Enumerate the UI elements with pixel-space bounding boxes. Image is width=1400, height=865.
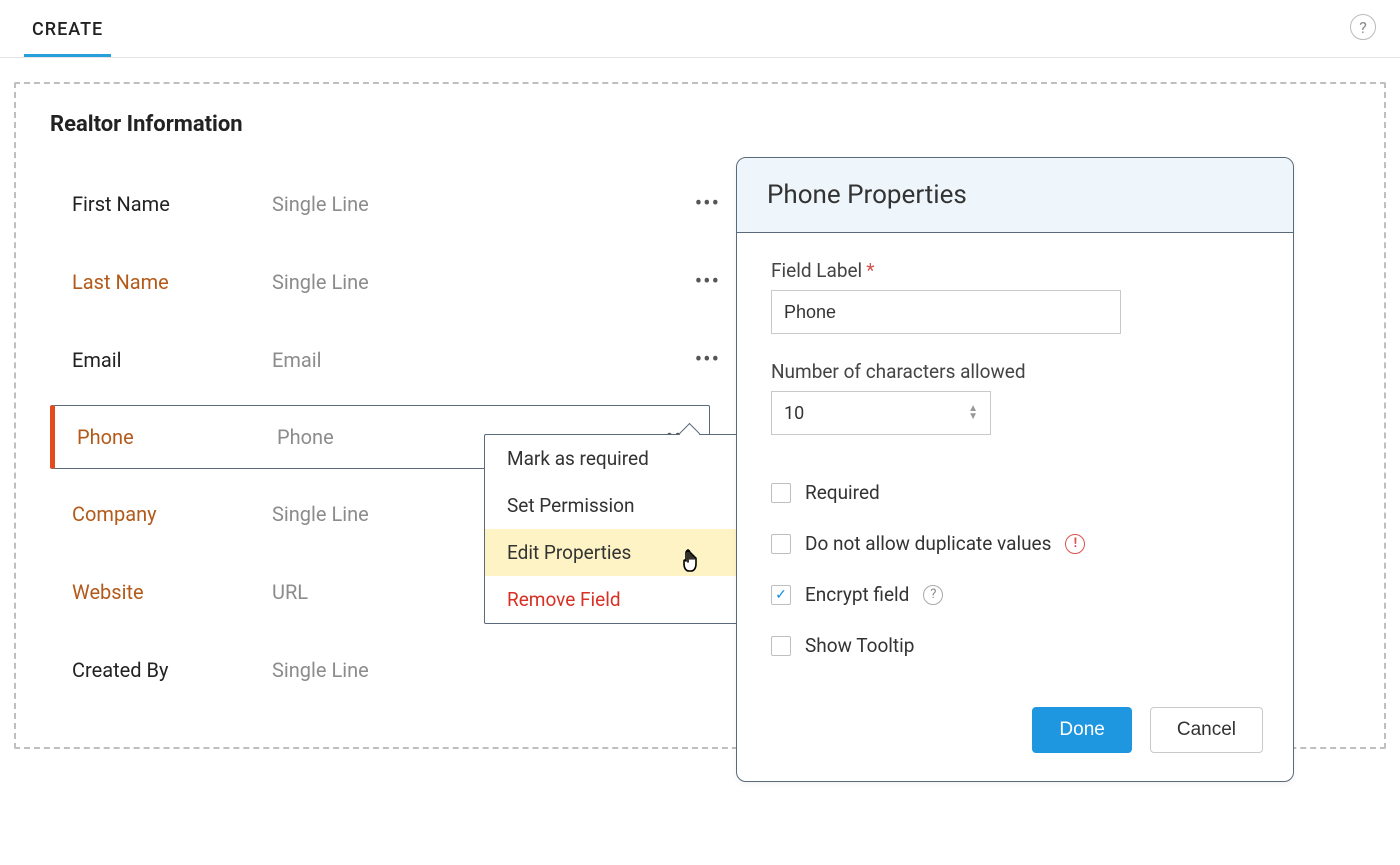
chars-value: 10: [784, 403, 804, 424]
checkbox-required[interactable]: [771, 483, 791, 503]
more-icon[interactable]: •••: [695, 192, 720, 217]
more-icon[interactable]: •••: [695, 348, 720, 373]
menu-set-permission[interactable]: Set Permission: [485, 482, 741, 529]
warning-icon: !: [1065, 534, 1085, 554]
done-button[interactable]: Done: [1032, 707, 1131, 753]
tab-bar: CREATE ?: [0, 0, 1400, 58]
field-label: Email: [72, 348, 272, 372]
help-icon[interactable]: ?: [923, 585, 943, 605]
field-label: Website: [72, 580, 272, 604]
cancel-button[interactable]: Cancel: [1150, 707, 1263, 753]
field-label-input[interactable]: [771, 290, 1121, 334]
field-context-menu: Mark as required Set Permission Edit Pro…: [484, 434, 742, 624]
checkbox-tooltip[interactable]: [771, 636, 791, 656]
field-label: Created By: [72, 658, 272, 682]
field-label: Last Name: [72, 270, 272, 294]
no-dup-label: Do not allow duplicate values: [805, 532, 1051, 555]
field-type: URL: [272, 580, 308, 604]
dialog-title: Phone Properties: [737, 158, 1293, 233]
checkbox-no-duplicates[interactable]: [771, 534, 791, 554]
field-label-caption: Field Label*: [771, 259, 1259, 282]
encrypt-row[interactable]: ✓ Encrypt field ?: [771, 583, 1259, 606]
required-row[interactable]: Required: [771, 481, 1259, 504]
menu-mark-required[interactable]: Mark as required: [485, 435, 741, 482]
stepper-arrows-icon[interactable]: ▲▼: [968, 405, 978, 421]
field-label: Company: [72, 502, 272, 526]
more-icon[interactable]: •••: [695, 270, 720, 295]
field-type: Email: [272, 348, 322, 372]
field-type: Single Line: [272, 192, 369, 216]
tooltip-label: Show Tooltip: [805, 634, 914, 657]
chars-caption: Number of characters allowed: [771, 360, 1259, 383]
menu-item-label: Edit Properties: [507, 541, 631, 564]
checkbox-encrypt[interactable]: ✓: [771, 585, 791, 605]
help-icon[interactable]: ?: [1350, 14, 1376, 40]
no-duplicates-row[interactable]: Do not allow duplicate values !: [771, 532, 1259, 555]
field-type: Phone: [277, 425, 334, 449]
section-title: Realtor Information: [50, 112, 1350, 137]
dialog-footer: Done Cancel: [737, 693, 1293, 781]
required-label: Required: [805, 481, 880, 504]
field-label: First Name: [72, 192, 272, 216]
tooltip-row[interactable]: Show Tooltip: [771, 634, 1259, 657]
encrypt-label: Encrypt field: [805, 583, 909, 606]
field-label: Phone: [77, 425, 277, 449]
tab-create[interactable]: CREATE: [24, 1, 111, 57]
field-type: Single Line: [272, 658, 369, 682]
chars-allowed-stepper[interactable]: 10 ▲▼: [771, 391, 991, 435]
field-type: Single Line: [272, 270, 369, 294]
menu-remove-field[interactable]: Remove Field: [485, 576, 741, 623]
menu-edit-properties[interactable]: Edit Properties: [485, 529, 741, 576]
field-type: Single Line: [272, 502, 369, 526]
properties-dialog: Phone Properties Field Label* Number of …: [736, 157, 1294, 782]
